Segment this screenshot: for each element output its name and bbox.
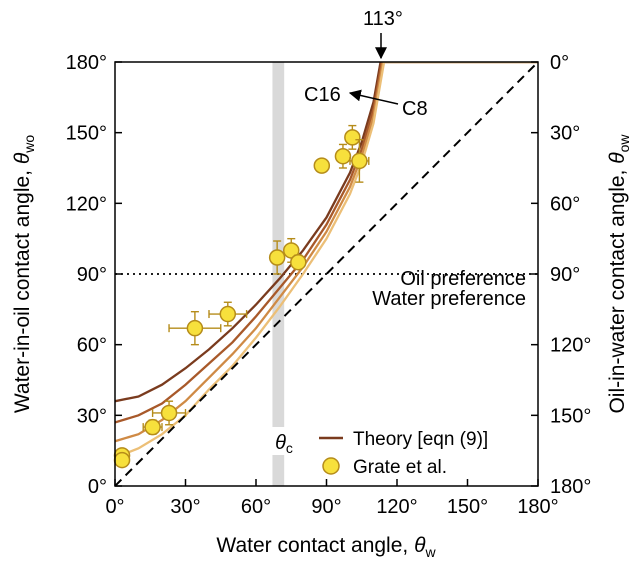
y-tick-label-left: 90° <box>77 264 107 286</box>
ticks-layer: 0° 30° 60° 90° 120° 150° 180° 0° 180° 30° 150° 60° 1… <box>66 52 592 518</box>
data-point-11 <box>344 124 361 150</box>
data-point-12 <box>349 139 370 183</box>
data-point-marker <box>268 249 286 266</box>
y-tick-label-right: 90° <box>550 264 580 286</box>
data-point-1 <box>113 451 131 469</box>
data-point-marker <box>144 418 161 436</box>
x-tick-label: 0° <box>105 496 124 518</box>
x-tick-label: 90° <box>311 496 341 518</box>
theory-curve-0 <box>115 62 538 403</box>
theta-c-label: θc <box>275 432 293 456</box>
x-tick-label: 60° <box>241 496 271 518</box>
annotation-c8: C8 <box>402 98 428 120</box>
data-point-marker <box>313 157 331 174</box>
legend: Theory [eqn (9)] Grate et al. <box>319 429 488 478</box>
data-point-marker <box>160 404 178 422</box>
y-tick-label-right: 30° <box>550 123 580 145</box>
y-tick-label-right: 60° <box>550 193 580 215</box>
data-point-marker <box>351 152 368 170</box>
theory-curve-3 <box>115 62 538 459</box>
y-tick-label-left: 0° <box>88 476 107 498</box>
y-tick-label-right: 0° <box>550 52 569 74</box>
y-axis-title-left: Water-in-oil contact angle, θwo <box>11 135 37 414</box>
y-tick-label-left: 60° <box>77 335 107 357</box>
theory-curve-2 <box>115 62 538 443</box>
annotation-113: 113° <box>363 8 403 30</box>
data-point-3 <box>151 400 187 426</box>
y-tick-label-right: 180° <box>550 476 591 498</box>
data-point-marker <box>290 253 307 271</box>
oil-preference-label: Oil preference <box>400 268 526 290</box>
x-tick-label: 180° <box>517 496 558 518</box>
y-axis-title-right: Oil-in-water contact angle, θow <box>606 134 632 414</box>
data-point-6 <box>268 240 286 275</box>
legend-grate-label: Grate et al. <box>353 457 447 478</box>
x-tick-label: 30° <box>170 496 200 518</box>
data-point-8 <box>290 253 307 271</box>
data-point-2 <box>142 418 163 436</box>
data-points-layer <box>113 124 370 469</box>
annotation-c16: C16 <box>304 84 341 106</box>
data-point-marker <box>344 129 361 146</box>
x-tick-label: 150° <box>447 496 488 518</box>
data-point-5 <box>208 301 248 327</box>
identity-dashed-line <box>115 62 538 486</box>
legend-grate-marker <box>322 457 340 475</box>
data-point-marker <box>334 147 352 165</box>
data-point-10 <box>334 143 352 169</box>
y-tick-label-right: 120° <box>550 335 591 357</box>
y-tick-label-left: 180° <box>66 52 107 74</box>
x-tick-label: 120° <box>376 496 417 518</box>
y-tick-label-right: 150° <box>550 405 591 427</box>
data-point-marker <box>219 305 237 323</box>
annotation-c-arrow <box>348 89 399 105</box>
x-axis-title: Water contact angle, θw <box>216 534 436 560</box>
data-point-marker <box>113 451 131 469</box>
band-label-gap <box>271 427 286 455</box>
data-point-marker <box>186 319 204 337</box>
water-preference-label: Water preference <box>372 288 526 310</box>
legend-theory-label: Theory [eqn (9)] <box>353 429 488 450</box>
data-point-4 <box>168 310 222 346</box>
y-tick-label-left: 120° <box>66 193 107 215</box>
y-tick-label-left: 150° <box>66 123 107 145</box>
theory-curve-1 <box>115 62 538 424</box>
y-tick-label-left: 30° <box>77 405 107 427</box>
data-point-9 <box>313 157 331 174</box>
